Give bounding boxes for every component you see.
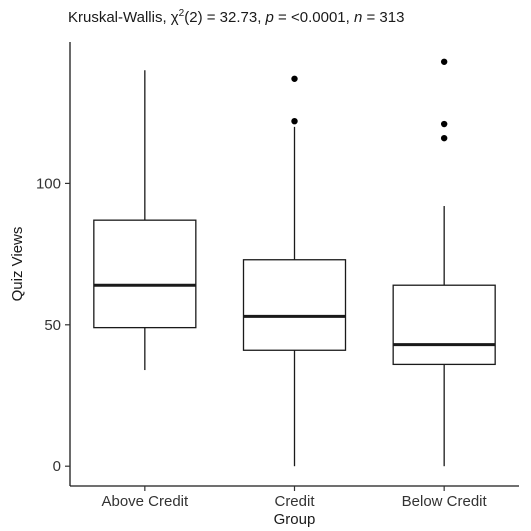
x-tick-label: Above Credit xyxy=(101,493,189,510)
title-prefix: Kruskal-Wallis, xyxy=(68,9,171,26)
outlier-point xyxy=(291,75,298,82)
x-tick-label: Below Credit xyxy=(402,493,488,510)
y-axis-title: Quiz Views xyxy=(9,227,26,302)
y-tick-label: 100 xyxy=(36,175,61,192)
outlier-point xyxy=(291,117,298,125)
x-axis-ticks: Above Credit Credit Below Credit xyxy=(101,486,488,510)
outlier-point xyxy=(440,58,448,65)
box-iqr xyxy=(242,259,347,351)
box-group xyxy=(93,70,197,371)
chart-title: Kruskal-Wallis, χ2(2) = 32.73, p = <0.00… xyxy=(68,8,404,26)
box-group xyxy=(392,58,496,467)
p-value: = <0.0001, xyxy=(273,9,354,26)
stat-value: (2) = 32.73, xyxy=(184,9,266,26)
chi-superscript: 2 xyxy=(178,8,185,19)
chi-symbol: χ xyxy=(170,9,179,26)
y-tick-label: 50 xyxy=(44,317,61,334)
y-tick-label: 0 xyxy=(53,458,61,475)
plot-area xyxy=(93,58,496,467)
box-iqr xyxy=(93,219,197,329)
outlier-point xyxy=(440,134,448,142)
x-tick-label: Credit xyxy=(274,493,315,510)
n-symbol: n xyxy=(353,9,363,26)
p-symbol: p xyxy=(265,9,274,26)
box-group xyxy=(242,75,347,467)
outlier-point xyxy=(440,120,448,128)
n-value: = 313 xyxy=(362,9,405,26)
x-axis-title: Group xyxy=(274,511,316,528)
y-axis-ticks: 0 50 100 xyxy=(36,175,70,475)
box-iqr xyxy=(392,284,496,366)
